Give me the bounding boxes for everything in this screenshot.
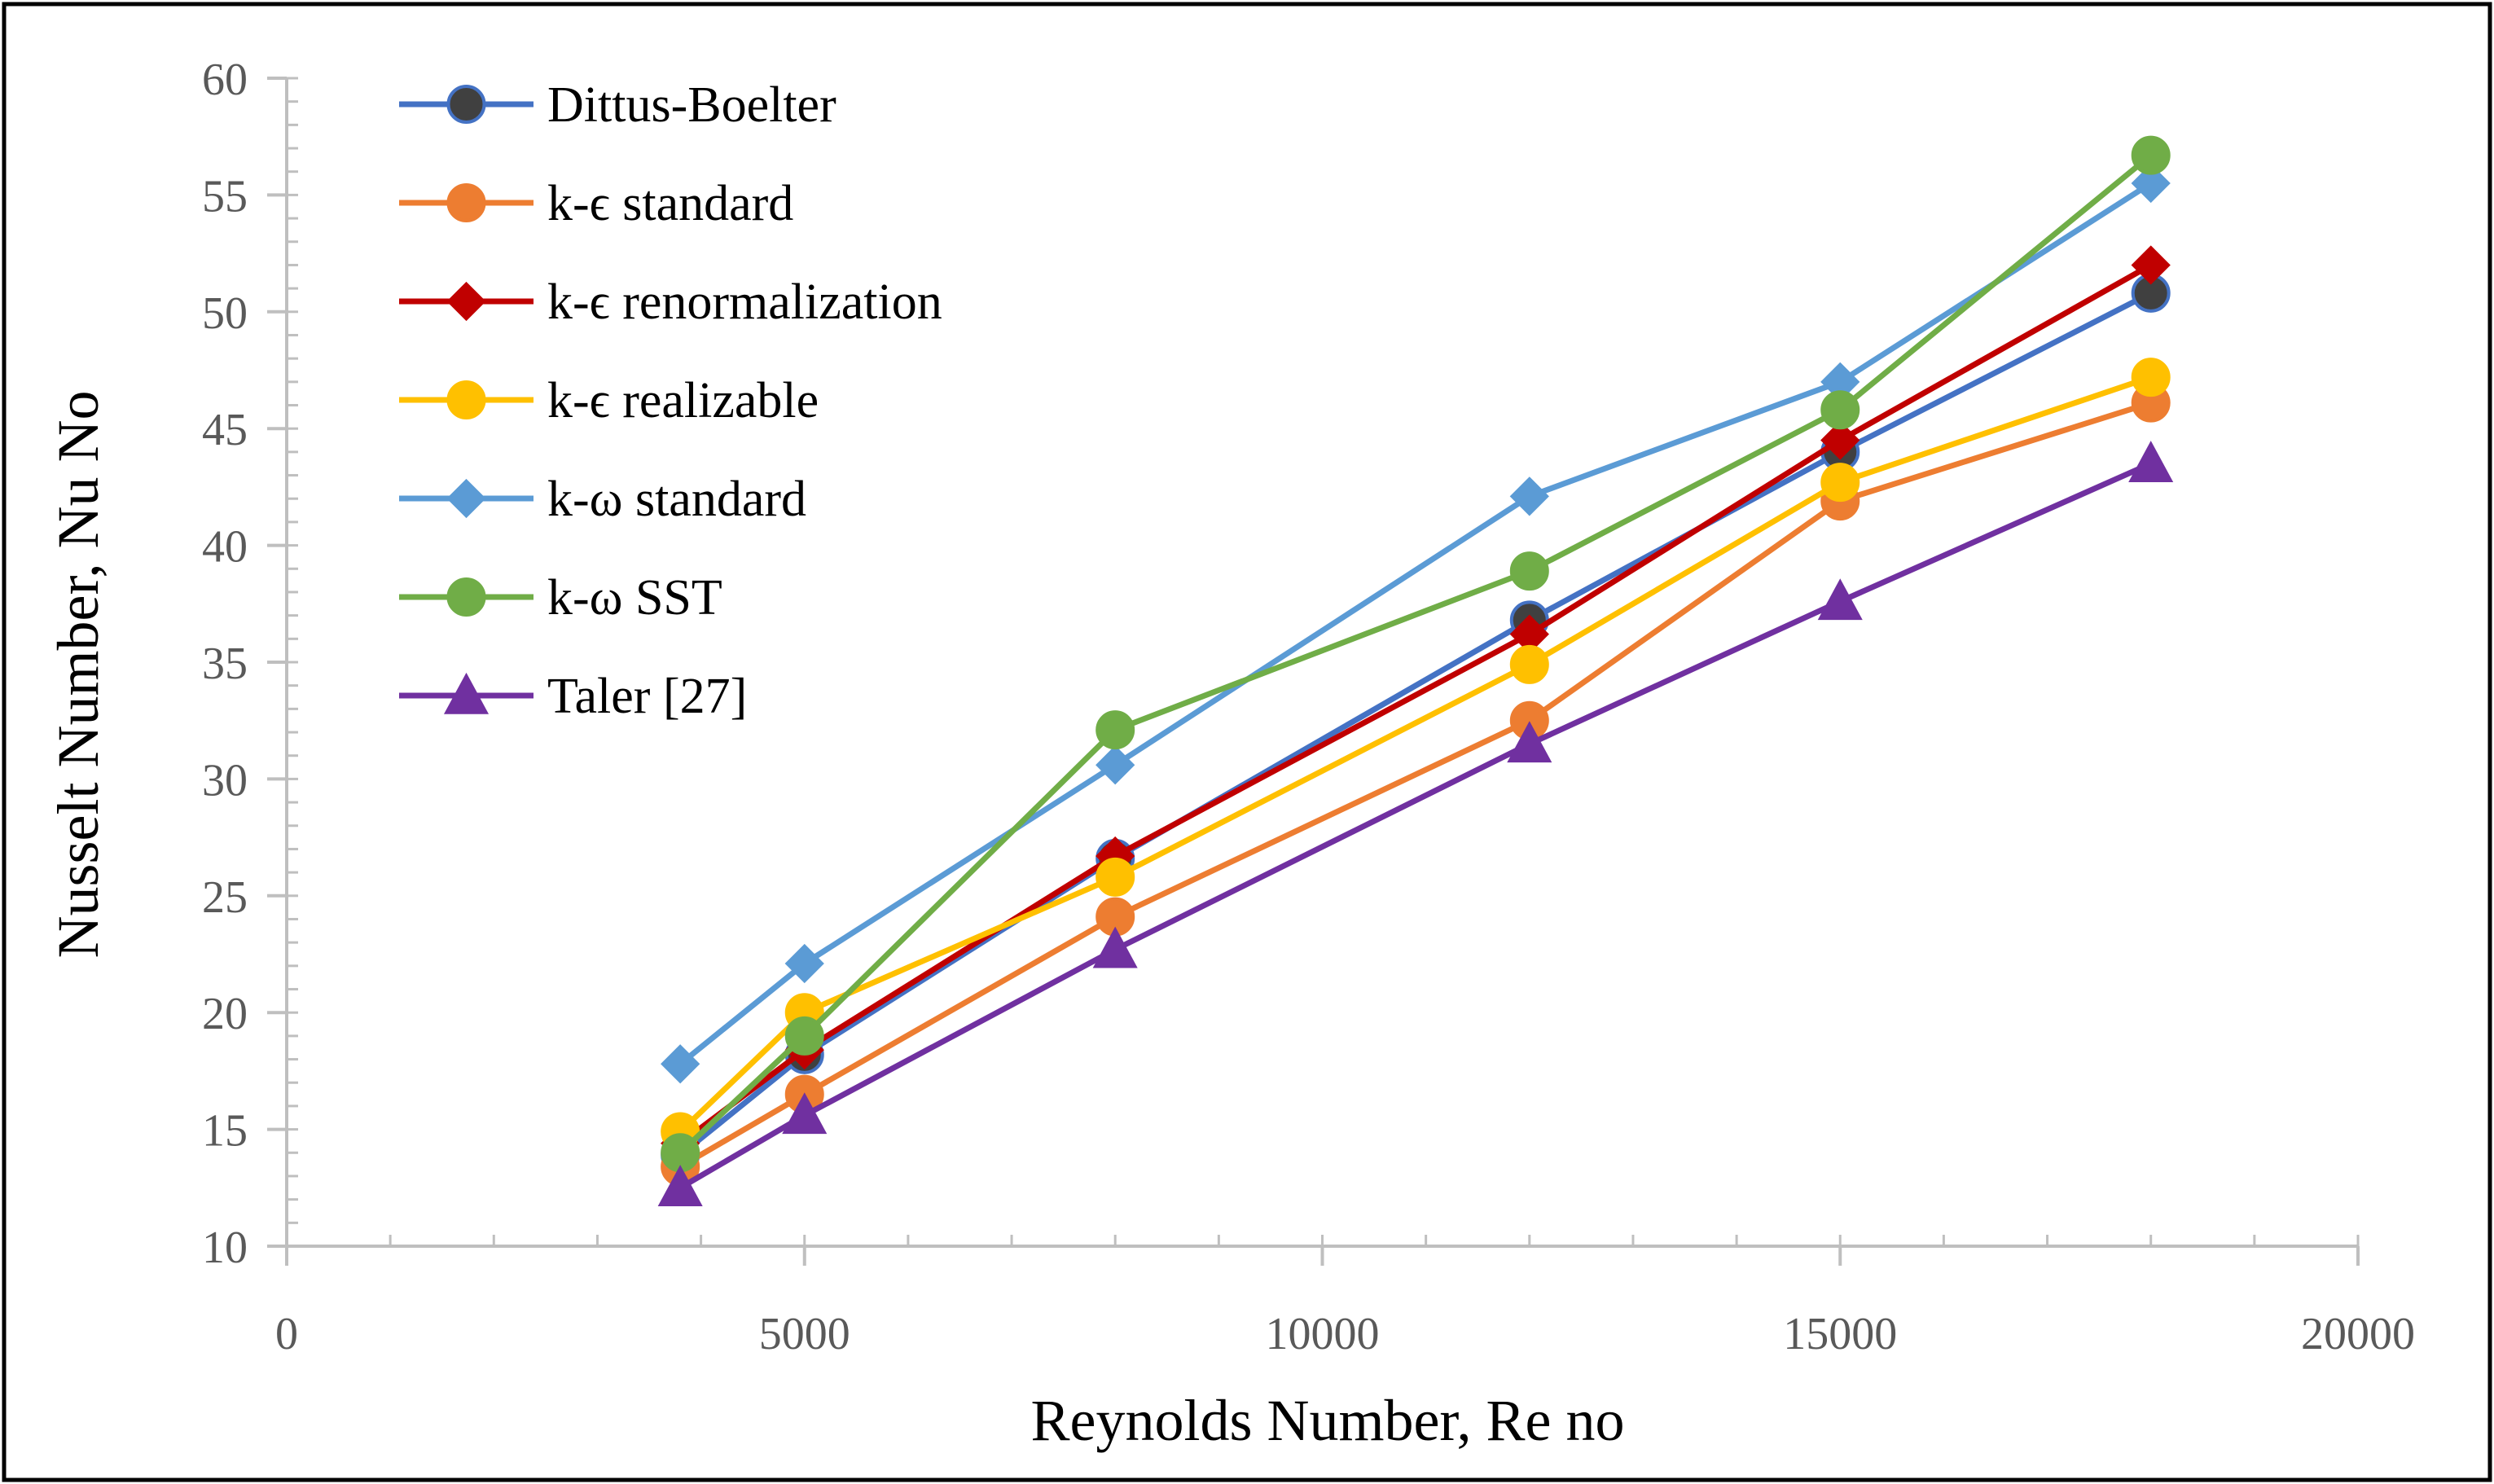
legend-swatch-marker <box>446 183 486 222</box>
data-point <box>1096 710 1135 750</box>
data-point <box>782 1092 828 1135</box>
series-line <box>677 460 2154 1191</box>
data-point <box>1096 745 1135 785</box>
data-point <box>661 1044 700 1084</box>
legend-swatch-marker <box>443 672 490 714</box>
y-tick-label: 20 <box>202 989 248 1039</box>
y-tick-label: 45 <box>202 405 248 455</box>
x-tick-label: 15000 <box>1783 1309 1897 1359</box>
legend-entry: k-ω SST <box>399 570 722 626</box>
legend-swatch-marker <box>446 85 486 124</box>
data-point <box>1820 420 1860 460</box>
y-tick-label: 10 <box>202 1223 248 1273</box>
y-tick-label: 15 <box>202 1106 248 1157</box>
data-point <box>1507 721 1552 763</box>
x-tick-label: 5000 <box>759 1309 850 1359</box>
legend: Dittus-Boelter k-ϵ standard k-ϵ renormaliz… <box>399 77 942 724</box>
legend-entry: Taler [27] <box>399 669 747 724</box>
legend-swatch-marker <box>446 478 486 519</box>
series-layer <box>657 135 2174 1207</box>
y-tick-label: 30 <box>202 755 248 806</box>
data-point <box>2128 441 2174 482</box>
legend-entry: k-ϵ realizable <box>399 373 819 428</box>
data-point <box>1509 644 1549 684</box>
data-point <box>2131 163 2171 204</box>
legend-swatch-marker <box>446 380 486 419</box>
legend-label: Taler [27] <box>547 669 747 724</box>
x-tick-label: 0 <box>275 1309 298 1359</box>
legend-label: k-ω standard <box>547 472 806 527</box>
series-5 <box>661 163 2171 1084</box>
series-line <box>677 152 2154 1156</box>
legend-label: k-ϵ renormalization <box>547 274 942 330</box>
series-line <box>677 261 2154 1147</box>
series-6 <box>661 135 2171 1173</box>
x-axis-title: Reynolds Number, Re no <box>1030 1388 1624 1453</box>
data-point <box>1509 551 1549 591</box>
legend-swatch-marker <box>446 577 486 617</box>
legend-entry: k-ϵ renormalization <box>399 274 942 330</box>
data-point <box>1820 390 1860 430</box>
data-point <box>1817 578 1863 621</box>
series-7 <box>657 441 2174 1207</box>
data-point <box>657 1165 703 1207</box>
y-tick-label: 55 <box>202 171 248 222</box>
legend-entry: k-ϵ standard <box>399 176 793 231</box>
y-tick-label: 40 <box>202 522 248 573</box>
y-tick-label: 35 <box>202 639 248 689</box>
x-tick-label: 10000 <box>1266 1309 1380 1359</box>
data-point <box>784 943 824 984</box>
data-point <box>1092 926 1138 968</box>
data-point <box>784 1016 824 1056</box>
axes: 10 15 20 25 30 35 40 45 50 55 60 0 5000 10000 15000 200… <box>202 55 2415 1359</box>
data-point <box>2131 358 2171 397</box>
y-axis-title: Nusselt Number, Nu No <box>46 390 111 958</box>
legend-entry: Dittus-Boelter <box>399 77 836 133</box>
series-line <box>677 180 2154 1067</box>
data-point <box>1096 857 1135 897</box>
legend-label: k-ϵ standard <box>547 176 793 231</box>
series-line <box>677 374 2154 1135</box>
legend-entry: k-ω standard <box>399 472 806 527</box>
y-tick-label: 25 <box>202 872 248 923</box>
legend-label: k-ϵ realizable <box>547 373 819 428</box>
series-line <box>677 290 2154 1158</box>
y-tick-label: 50 <box>202 288 248 339</box>
data-point <box>2131 135 2171 175</box>
y-tick-label: 60 <box>202 55 248 105</box>
data-point <box>2131 245 2171 285</box>
legend-swatch-marker <box>446 281 486 322</box>
series-line <box>677 400 2154 1170</box>
data-point <box>1820 463 1860 503</box>
legend-label: k-ω SST <box>547 570 722 626</box>
data-point <box>1509 476 1549 516</box>
x-tick-label: 20000 <box>2301 1309 2415 1359</box>
legend-label: Dittus-Boelter <box>547 77 836 133</box>
